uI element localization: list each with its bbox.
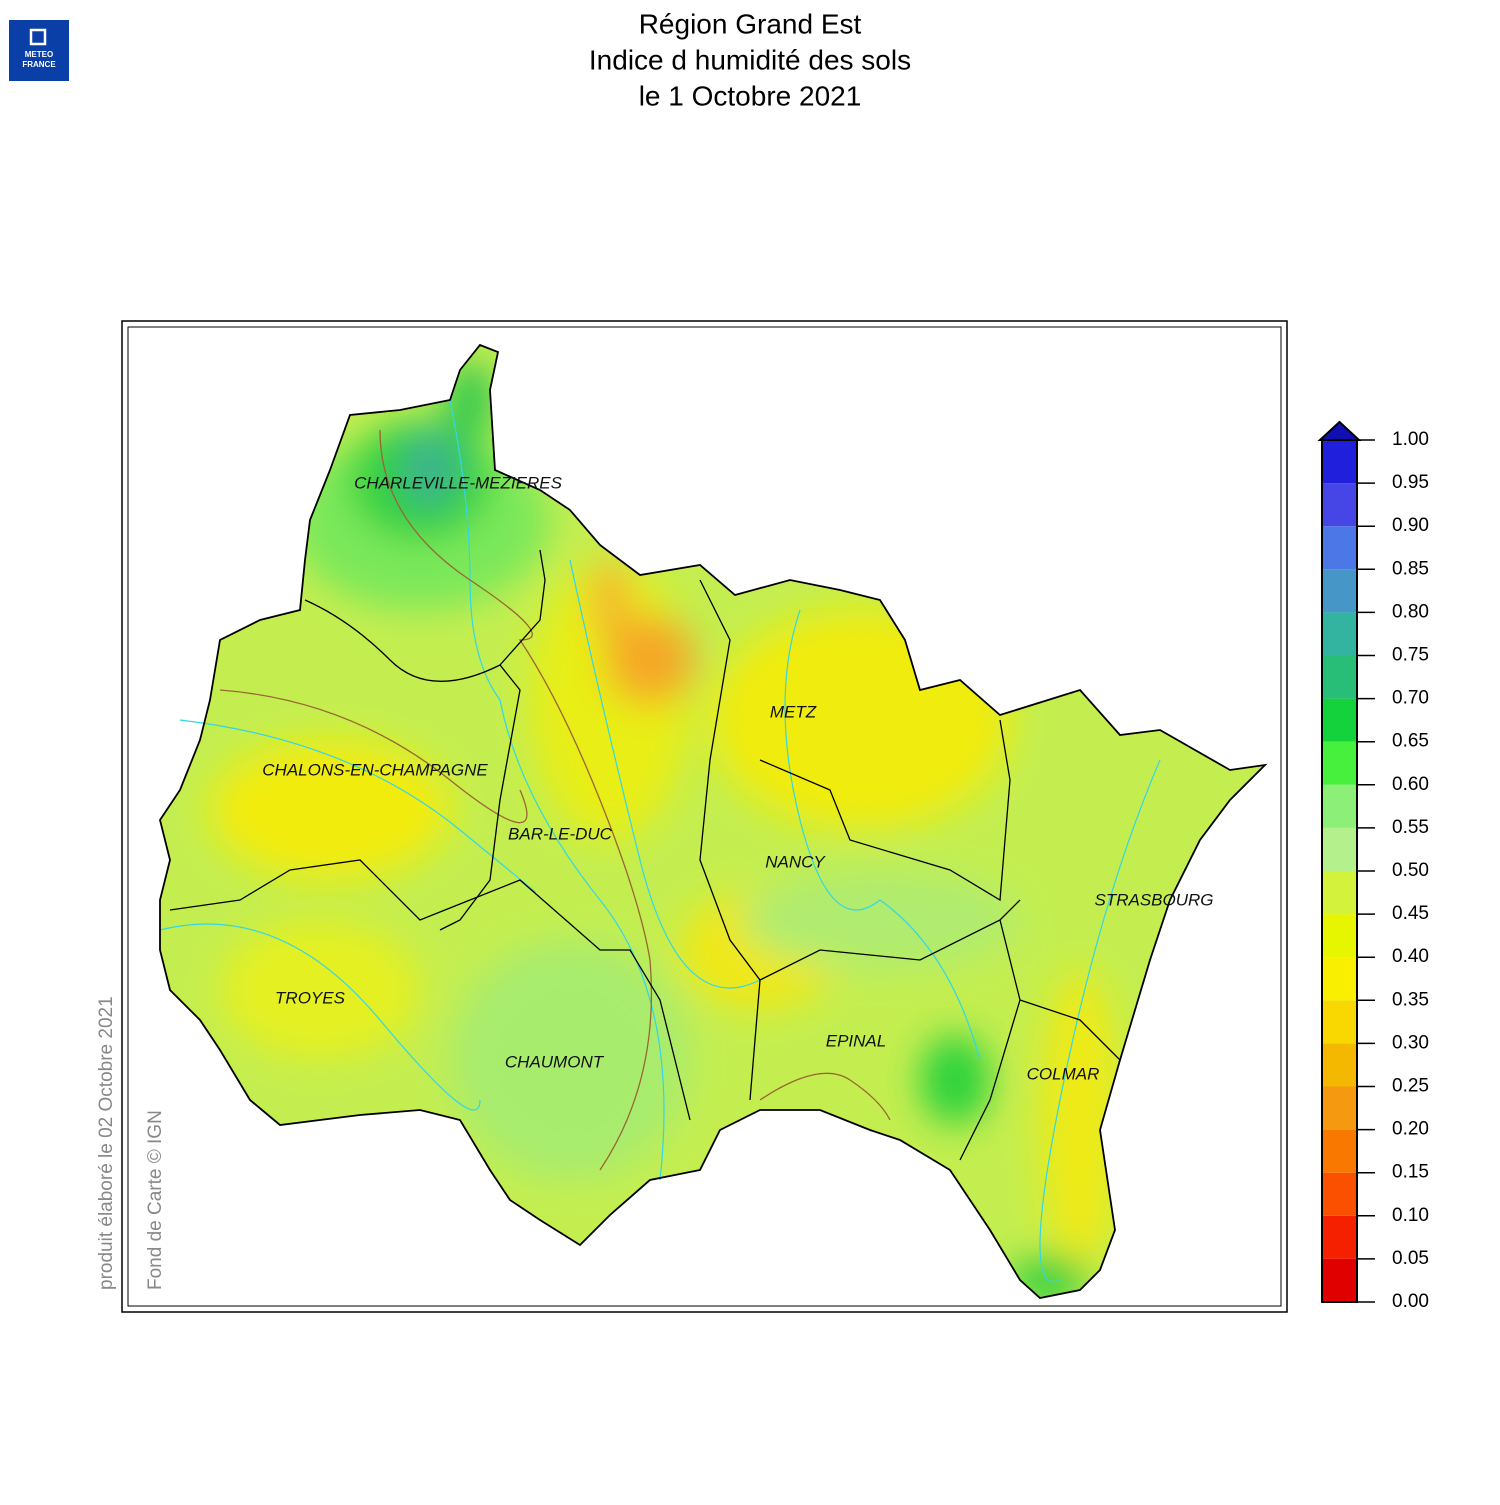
city-label: CHARLEVILLE-MEZIERES: [354, 473, 562, 492]
city-label: CHALONS-EN-CHAMPAGNE: [262, 760, 488, 779]
colorbar-swatch: [1322, 827, 1357, 871]
colorbar-tick-label: 0.75: [1392, 645, 1429, 666]
colorbar-swatch: [1322, 1043, 1357, 1087]
colorbar-swatch: [1322, 1215, 1357, 1259]
colorbar-swatch: [1322, 871, 1357, 915]
colorbar-tick-label: 1.00: [1392, 429, 1429, 450]
colorbar-swatch: [1322, 784, 1357, 828]
colorbar-tick-label: 0.40: [1392, 946, 1429, 967]
colorbar-tick-label: 0.50: [1392, 860, 1429, 881]
credit: Fond de Carte © IGN: [145, 1110, 166, 1290]
region-outline: [159, 343, 1268, 1299]
colorbar-tick-label: 0.25: [1392, 1076, 1429, 1097]
colorbar-tick-label: 0.20: [1392, 1119, 1429, 1140]
city-label: BAR-LE-DUC: [508, 824, 613, 843]
colorbar-swatch: [1322, 698, 1357, 742]
colorbar-tick-label: 0.30: [1392, 1032, 1429, 1053]
logo-icon: [29, 28, 47, 46]
colorbar-swatch: [1322, 957, 1357, 1001]
colorbar-swatch: [1322, 569, 1357, 613]
title: le 1 Octobre 2021: [639, 80, 862, 111]
cities: CHARLEVILLE-MEZIERES METZ CHALONS-EN-CHAMP…: [262, 473, 1213, 1083]
humidity-field: [160, 345, 1265, 1298]
colorbar-tick-label: 0.80: [1392, 601, 1429, 622]
city-label: CHAUMONT: [505, 1052, 605, 1071]
colorbar-tick-label: 0.90: [1392, 515, 1429, 536]
colorbar-swatch: [1322, 440, 1357, 484]
colorbar-swatch: [1322, 1258, 1357, 1302]
logo-text: FRANCE: [22, 60, 56, 69]
colorbar-swatch: [1322, 483, 1357, 527]
rivers: [159, 399, 1161, 1283]
colorbar-tick-label: 0.10: [1392, 1205, 1429, 1226]
colorbar-tick-label: 0.70: [1392, 688, 1429, 709]
colorbar-tick-label: 0.45: [1392, 903, 1429, 924]
city-label: EPINAL: [826, 1031, 886, 1050]
colorbar-swatch: [1322, 1000, 1357, 1044]
city-label: METZ: [770, 702, 817, 721]
colorbar-swatch: [1322, 914, 1357, 958]
title: Région Grand Est: [639, 8, 862, 39]
colorbar-extend: [1317, 420, 1362, 441]
title: Indice d humidité des sols: [589, 44, 911, 75]
colorbar-tick-label: 0.55: [1392, 817, 1429, 838]
colorbar-swatch: [1322, 655, 1357, 699]
map-frame: [121, 320, 1288, 1313]
colorbar-swatch: [1322, 1172, 1357, 1216]
colorbar-tick-label: 0.15: [1392, 1162, 1429, 1183]
colorbar: 0.00 0.05 0.10 0.15 0.20 0.25 0.30 0.35 0.40 0.45…: [1317, 420, 1429, 1312]
colorbar-tick-label: 0.60: [1392, 774, 1429, 795]
city-label: COLMAR: [1027, 1064, 1100, 1083]
colorbar-tick-label: 0.05: [1392, 1248, 1429, 1269]
credit: produit élaboré le 02 Octobre 2021: [96, 996, 117, 1290]
city-label: TROYES: [275, 988, 346, 1007]
map-frame: [127, 326, 1282, 1307]
colorbar-swatch: [1322, 1086, 1357, 1130]
city-label: STRASBOURG: [1094, 890, 1213, 909]
colorbar-swatch: [1322, 526, 1357, 570]
logo-text: METEO: [25, 50, 53, 59]
colorbar-tick-label: 0.95: [1392, 472, 1429, 493]
basin-borders: [219, 429, 891, 1171]
colorbar-tick-label: 0.35: [1392, 989, 1429, 1010]
colorbar-swatch: [1322, 741, 1357, 785]
city-label: NANCY: [765, 852, 826, 871]
colorbar-tick-label: 0.65: [1392, 731, 1429, 752]
colorbar-tick-label: 0.00: [1392, 1291, 1429, 1312]
department-borders: [169, 549, 1121, 1161]
colorbar-swatch: [1322, 612, 1357, 656]
colorbar-tick-label: 0.85: [1392, 558, 1429, 579]
colorbar-swatch: [1322, 1129, 1357, 1173]
